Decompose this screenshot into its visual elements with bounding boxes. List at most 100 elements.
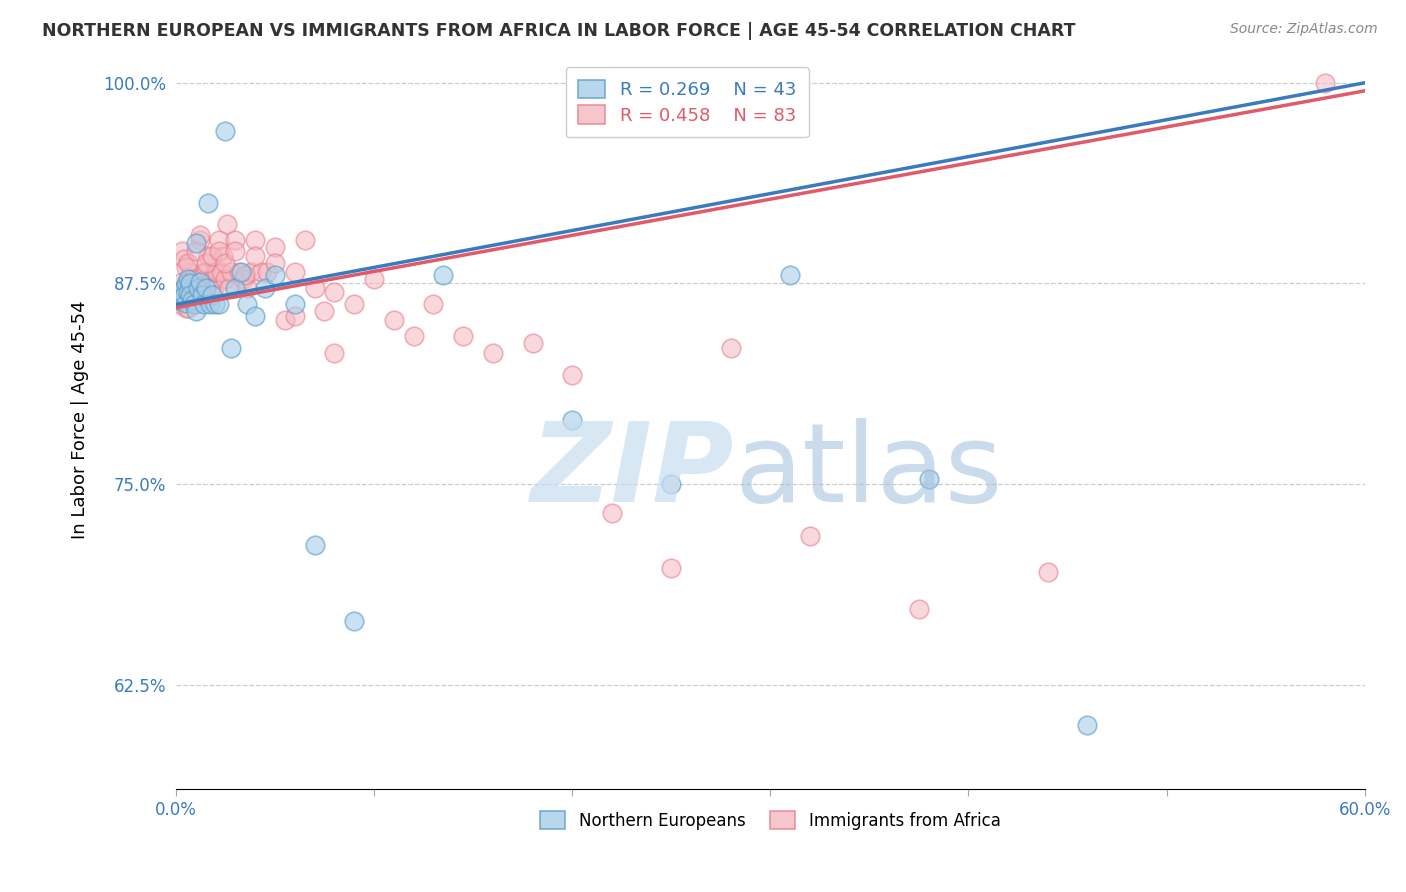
Point xyxy=(231,265,253,279)
Point xyxy=(228,265,250,279)
Point xyxy=(169,285,191,299)
Point xyxy=(212,249,235,263)
Point xyxy=(173,281,195,295)
Point xyxy=(432,268,454,283)
Point xyxy=(232,271,254,285)
Point xyxy=(918,472,941,486)
Point xyxy=(184,244,207,259)
Point xyxy=(264,255,287,269)
Point xyxy=(363,271,385,285)
Point xyxy=(198,281,221,295)
Point xyxy=(174,281,197,295)
Point xyxy=(180,293,202,307)
Text: NORTHERN EUROPEAN VS IMMIGRANTS FROM AFRICA IN LABOR FORCE | AGE 45-54 CORRELATI: NORTHERN EUROPEAN VS IMMIGRANTS FROM AFR… xyxy=(42,22,1076,40)
Point xyxy=(253,281,276,295)
Point xyxy=(183,281,205,295)
Point xyxy=(187,275,209,289)
Point xyxy=(343,614,366,628)
Point xyxy=(170,291,193,305)
Point xyxy=(197,249,219,263)
Point xyxy=(304,538,326,552)
Point xyxy=(174,301,197,315)
Point xyxy=(323,285,346,299)
Point xyxy=(224,233,246,247)
Point xyxy=(561,413,583,427)
Point xyxy=(188,233,211,247)
Point xyxy=(218,281,240,295)
Point xyxy=(173,252,195,267)
Point xyxy=(183,297,205,311)
Point xyxy=(659,560,682,574)
Point xyxy=(382,313,405,327)
Point xyxy=(214,255,236,269)
Point xyxy=(177,275,200,289)
Point xyxy=(221,341,243,355)
Point xyxy=(194,255,217,269)
Point xyxy=(779,268,801,283)
Point xyxy=(202,281,225,295)
Point xyxy=(200,249,222,263)
Point xyxy=(207,265,229,279)
Point xyxy=(243,309,266,323)
Y-axis label: In Labor Force | Age 45-54: In Labor Force | Age 45-54 xyxy=(72,301,89,540)
Point xyxy=(200,271,222,285)
Point xyxy=(343,297,366,311)
Point xyxy=(177,255,200,269)
Text: atlas: atlas xyxy=(735,418,1002,525)
Point xyxy=(274,313,297,327)
Point xyxy=(200,287,222,301)
Point xyxy=(314,303,336,318)
Point xyxy=(177,285,200,299)
Point xyxy=(204,265,226,279)
Point xyxy=(208,233,231,247)
Point xyxy=(190,281,212,295)
Point xyxy=(323,345,346,359)
Point xyxy=(284,309,307,323)
Point xyxy=(799,528,821,542)
Point xyxy=(193,265,215,279)
Point xyxy=(1036,566,1059,580)
Point xyxy=(284,265,307,279)
Point xyxy=(173,287,195,301)
Point xyxy=(1076,718,1098,732)
Point xyxy=(214,271,236,285)
Point xyxy=(243,233,266,247)
Point xyxy=(188,275,211,289)
Point xyxy=(224,244,246,259)
Point xyxy=(166,285,188,299)
Point xyxy=(169,287,191,301)
Point xyxy=(451,329,474,343)
Text: Source: ZipAtlas.com: Source: ZipAtlas.com xyxy=(1230,22,1378,37)
Point xyxy=(170,244,193,259)
Point xyxy=(208,297,231,311)
Point xyxy=(236,297,259,311)
Point xyxy=(233,268,256,283)
Point xyxy=(224,281,246,295)
Point xyxy=(264,239,287,253)
Point xyxy=(250,265,273,279)
Point xyxy=(284,297,307,311)
Point xyxy=(179,265,201,279)
Point xyxy=(659,477,682,491)
Point xyxy=(422,297,444,311)
Point xyxy=(179,277,201,291)
Point xyxy=(184,303,207,318)
Point xyxy=(184,287,207,301)
Point xyxy=(166,293,188,307)
Point xyxy=(169,297,191,311)
Point xyxy=(197,196,219,211)
Point xyxy=(180,281,202,295)
Point xyxy=(208,244,231,259)
Point xyxy=(236,281,259,295)
Point xyxy=(177,301,200,315)
Point xyxy=(190,287,212,301)
Point xyxy=(194,281,217,295)
Point xyxy=(174,295,197,310)
Point xyxy=(294,233,316,247)
Point xyxy=(214,124,236,138)
Point xyxy=(173,293,195,307)
Point xyxy=(240,265,263,279)
Point xyxy=(304,281,326,295)
Point xyxy=(188,228,211,243)
Point xyxy=(174,277,197,291)
